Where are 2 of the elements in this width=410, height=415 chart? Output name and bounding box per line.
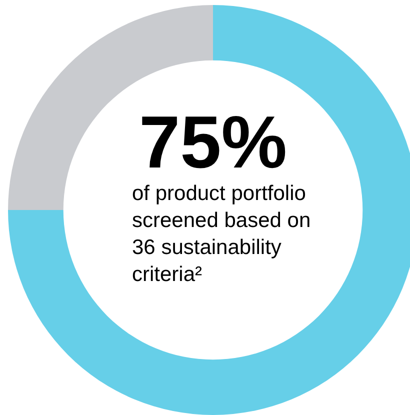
text: of product portfolio screened based on 36 sustainability criteria² (132, 182, 316, 286)
data-label: 75% (138, 100, 288, 184)
